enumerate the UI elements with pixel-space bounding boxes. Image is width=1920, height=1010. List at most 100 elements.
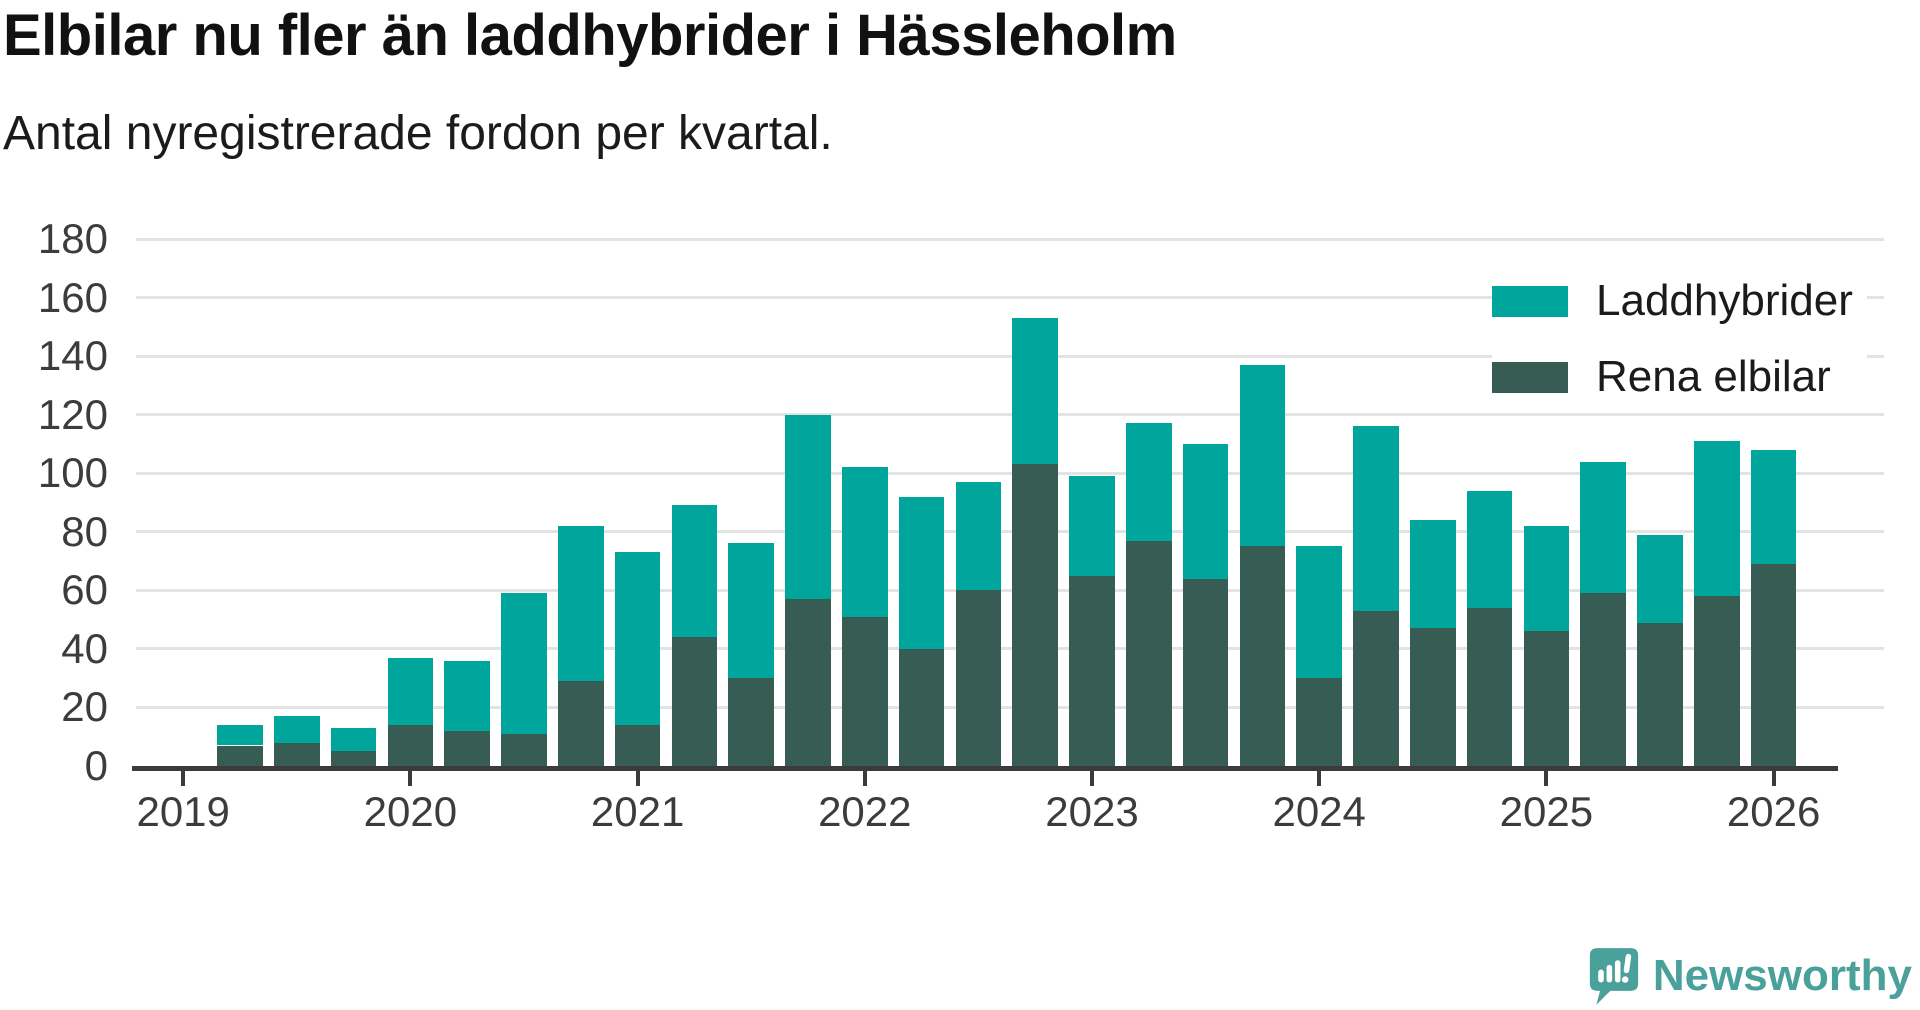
bar-laddhybrider: [1694, 441, 1740, 597]
y-tick-label-140: 140: [37, 332, 108, 380]
bar-rena-elbilar: [1353, 610, 1399, 766]
x-axis-line: [132, 766, 1838, 771]
bar-laddhybrider: [1353, 426, 1399, 611]
bar-rena-elbilar: [842, 616, 888, 766]
gridline-160: [136, 296, 1884, 300]
gridline-20: [136, 705, 1884, 709]
x-tick-label-2026: 2026: [1726, 788, 1821, 835]
bar-laddhybrider: [330, 727, 377, 752]
bar-laddhybrider: [387, 657, 434, 725]
bar-rena-elbilar: [330, 751, 377, 766]
bar-laddhybrider: [1126, 423, 1172, 541]
bar-rena-elbilar: [1750, 563, 1797, 766]
bar-rena-elbilar: [1239, 546, 1286, 766]
x-axis-tick-2020: [408, 771, 413, 786]
x-tick-label-2021: 2021: [590, 788, 685, 835]
bar-rena-elbilar: [217, 745, 263, 766]
gridline-60: [136, 588, 1884, 592]
bar-rena-elbilar: [785, 599, 831, 766]
bar-rena-elbilar: [1637, 622, 1683, 766]
bar-rena-elbilar: [1580, 593, 1626, 766]
bar-rena-elbilar: [387, 725, 434, 766]
bar-rena-elbilar: [501, 733, 547, 766]
x-axis-tick-2026: [1771, 771, 1776, 786]
x-tick-label-2024: 2024: [1272, 788, 1366, 835]
chart-subtitle: Antal nyregistrerade fordon per kvartal.: [3, 107, 833, 160]
gridline-140: [136, 354, 1884, 358]
x-axis-tick-2023: [1090, 771, 1094, 786]
bar-rena-elbilar: [1126, 540, 1172, 766]
bar-rena-elbilar: [558, 681, 604, 766]
bar-rena-elbilar: [898, 648, 945, 766]
bar-rena-elbilar: [1410, 628, 1456, 766]
bar-laddhybrider: [728, 543, 774, 679]
x-tick-label-2023: 2023: [1045, 788, 1139, 835]
bar-laddhybrider: [1296, 546, 1342, 679]
bar-rena-elbilar: [728, 678, 774, 766]
legend-item: Rena elbilar: [1492, 350, 1867, 404]
x-tick-label-2025: 2025: [1499, 788, 1594, 835]
y-tick-label-180: 180: [37, 215, 108, 262]
legend-swatch: [1492, 361, 1568, 393]
bar-laddhybrider: [955, 482, 1002, 591]
gridline-40: [136, 647, 1884, 651]
bar-laddhybrider: [671, 505, 718, 638]
gridline-120: [136, 413, 1884, 417]
bar-rena-elbilar: [614, 725, 661, 766]
bar-rena-elbilar: [1182, 578, 1229, 766]
x-tick-label-2022: 2022: [818, 788, 912, 835]
legend: Laddhybrider Rena elbilar: [1492, 274, 1867, 404]
x-tick-label-2019: 2019: [136, 788, 230, 835]
bar-laddhybrider: [1580, 461, 1626, 594]
legend-label: Rena elbilar: [1596, 352, 1831, 401]
bar-rena-elbilar: [1523, 631, 1570, 766]
bar-rena-elbilar: [1012, 464, 1058, 766]
x-axis-tick-2021: [635, 771, 640, 786]
bar-laddhybrider: [501, 593, 547, 734]
bar-laddhybrider: [1410, 520, 1456, 629]
gridline-100: [136, 471, 1884, 475]
legend-label: Laddhybrider: [1596, 276, 1853, 325]
y-tick-label-160: 160: [37, 273, 108, 321]
bar-laddhybrider: [614, 552, 661, 725]
bar-laddhybrider: [842, 467, 888, 617]
legend-item: Laddhybrider: [1492, 274, 1867, 328]
bar-rena-elbilar: [955, 590, 1002, 766]
y-tick-label-60: 60: [61, 566, 108, 614]
gridline-80: [136, 530, 1884, 534]
newsworthy-logo-icon: [1589, 948, 1638, 1005]
bar-laddhybrider: [898, 496, 945, 649]
bar-laddhybrider: [274, 716, 320, 743]
y-tick-label-120: 120: [37, 390, 108, 438]
bar-rena-elbilar: [274, 742, 320, 766]
bar-laddhybrider: [444, 660, 490, 731]
x-tick-label-2020: 2020: [363, 788, 458, 835]
bar-laddhybrider: [785, 414, 831, 600]
y-tick-label-20: 20: [61, 683, 108, 731]
bar-rena-elbilar: [1069, 575, 1115, 766]
bar-laddhybrider: [1750, 449, 1797, 564]
bar-rena-elbilar: [1694, 596, 1740, 766]
chart-title: Elbilar nu fler än laddhybrider i Hässle…: [3, 3, 1177, 68]
y-tick-label-0: 0: [84, 742, 108, 789]
x-axis-tick-2024: [1317, 771, 1322, 786]
legend-swatch: [1492, 285, 1568, 317]
bar-laddhybrider: [1182, 443, 1229, 579]
brand-footer: Newsworthy: [1588, 946, 1912, 1006]
bar-rena-elbilar: [1296, 678, 1342, 766]
bar-rena-elbilar: [444, 730, 490, 766]
y-tick-label-40: 40: [61, 624, 108, 672]
bar-laddhybrider: [1239, 364, 1286, 547]
bar-laddhybrider: [217, 725, 263, 746]
bar-laddhybrider: [1523, 525, 1570, 632]
y-tick-label-80: 80: [61, 507, 108, 555]
x-axis-tick-2025: [1544, 771, 1549, 786]
bar-rena-elbilar: [1466, 607, 1513, 766]
bar-laddhybrider: [1637, 534, 1683, 623]
bar-laddhybrider: [1069, 476, 1115, 576]
brand-name: Newsworthy: [1652, 951, 1912, 1000]
bar-rena-elbilar: [671, 637, 718, 766]
bar-laddhybrider: [558, 525, 604, 682]
